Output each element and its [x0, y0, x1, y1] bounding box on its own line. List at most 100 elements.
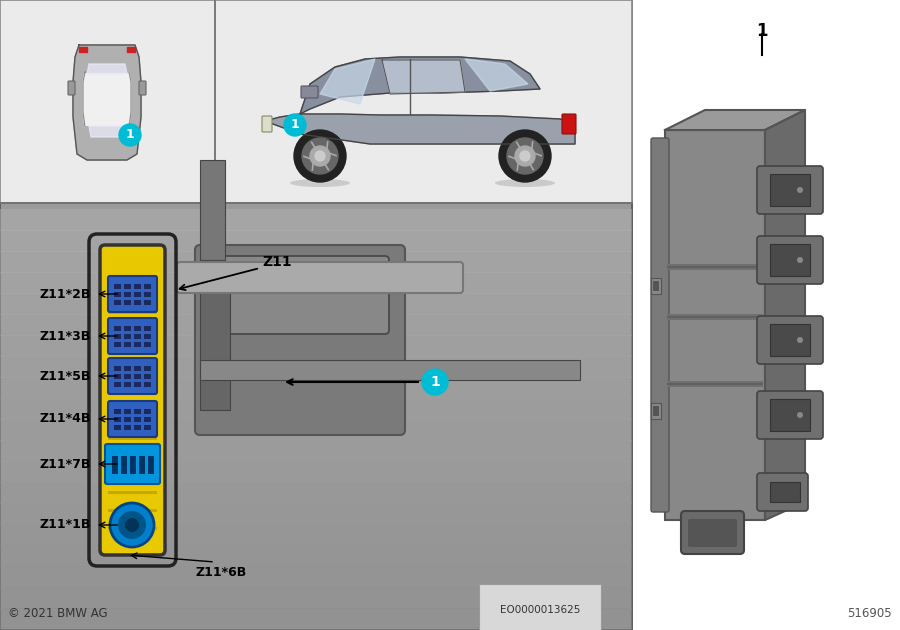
Bar: [0, 608, 632, 630]
Bar: [667, 382, 763, 384]
Bar: [114, 409, 121, 414]
Bar: [144, 425, 151, 430]
Bar: [134, 374, 141, 379]
Circle shape: [797, 187, 803, 193]
FancyBboxPatch shape: [770, 324, 810, 356]
Bar: [134, 366, 141, 371]
Bar: [124, 425, 131, 430]
Bar: [108, 455, 157, 458]
Bar: [134, 417, 141, 422]
Bar: [114, 326, 121, 331]
Circle shape: [422, 369, 448, 395]
FancyBboxPatch shape: [301, 86, 318, 98]
Bar: [114, 342, 121, 347]
Bar: [0, 0, 215, 203]
Bar: [144, 374, 151, 379]
Polygon shape: [89, 126, 125, 137]
Bar: [108, 437, 157, 440]
Bar: [134, 342, 141, 347]
Circle shape: [515, 146, 535, 166]
Bar: [114, 366, 121, 371]
Circle shape: [118, 511, 146, 539]
Bar: [114, 417, 121, 422]
Bar: [0, 272, 632, 294]
Bar: [108, 329, 157, 332]
Bar: [124, 300, 131, 305]
FancyBboxPatch shape: [757, 473, 808, 511]
Bar: [144, 409, 151, 414]
Bar: [124, 417, 131, 422]
Bar: [0, 524, 632, 546]
Bar: [124, 382, 131, 387]
Ellipse shape: [495, 179, 555, 187]
Bar: [0, 0, 632, 630]
Circle shape: [499, 130, 551, 182]
Bar: [667, 265, 763, 268]
Bar: [144, 417, 151, 422]
FancyBboxPatch shape: [139, 81, 146, 95]
Polygon shape: [87, 64, 127, 74]
Bar: [114, 334, 121, 339]
Circle shape: [797, 412, 803, 418]
Circle shape: [520, 151, 530, 161]
Bar: [108, 491, 157, 494]
Bar: [144, 326, 151, 331]
Circle shape: [284, 114, 306, 136]
Circle shape: [797, 257, 803, 263]
Text: Z11*5B: Z11*5B: [40, 370, 92, 382]
Text: Z11: Z11: [262, 255, 292, 269]
FancyBboxPatch shape: [665, 130, 765, 520]
Bar: [114, 425, 121, 430]
FancyBboxPatch shape: [108, 401, 157, 437]
Bar: [200, 160, 225, 260]
Bar: [148, 456, 154, 474]
Circle shape: [110, 503, 154, 547]
FancyBboxPatch shape: [100, 245, 165, 555]
Bar: [108, 383, 157, 386]
Bar: [108, 311, 157, 314]
Bar: [144, 334, 151, 339]
FancyBboxPatch shape: [757, 391, 823, 439]
Text: Z11*1B: Z11*1B: [40, 518, 92, 532]
Bar: [134, 382, 141, 387]
FancyBboxPatch shape: [770, 174, 810, 206]
Bar: [108, 527, 157, 530]
Bar: [124, 326, 131, 331]
Bar: [124, 292, 131, 297]
Bar: [134, 409, 141, 414]
Bar: [108, 473, 157, 476]
Text: Z11*3B: Z11*3B: [40, 329, 91, 343]
Bar: [0, 251, 632, 273]
FancyBboxPatch shape: [108, 318, 157, 354]
Bar: [134, 334, 141, 339]
Text: 1: 1: [756, 22, 768, 40]
Bar: [114, 300, 121, 305]
Polygon shape: [265, 114, 575, 144]
Bar: [215, 0, 632, 203]
Text: 1: 1: [291, 118, 300, 132]
Circle shape: [315, 151, 325, 161]
Text: Z11*6B: Z11*6B: [195, 566, 247, 578]
Bar: [108, 419, 157, 422]
Bar: [0, 398, 632, 420]
FancyBboxPatch shape: [688, 519, 737, 547]
FancyBboxPatch shape: [262, 116, 272, 132]
Text: 1: 1: [126, 129, 134, 142]
Bar: [635, 0, 900, 630]
Bar: [667, 316, 763, 318]
Polygon shape: [83, 72, 131, 127]
Circle shape: [310, 146, 330, 166]
Circle shape: [302, 138, 338, 174]
FancyBboxPatch shape: [562, 114, 576, 134]
Bar: [0, 377, 632, 399]
Bar: [114, 382, 121, 387]
Bar: [651, 403, 661, 419]
Bar: [667, 263, 763, 270]
Bar: [0, 440, 632, 462]
Polygon shape: [465, 59, 528, 91]
Text: EO0000013625: EO0000013625: [500, 605, 580, 615]
FancyBboxPatch shape: [757, 166, 823, 214]
Text: © 2021 BMW AG: © 2021 BMW AG: [8, 607, 108, 620]
Ellipse shape: [290, 179, 350, 187]
Circle shape: [294, 130, 346, 182]
